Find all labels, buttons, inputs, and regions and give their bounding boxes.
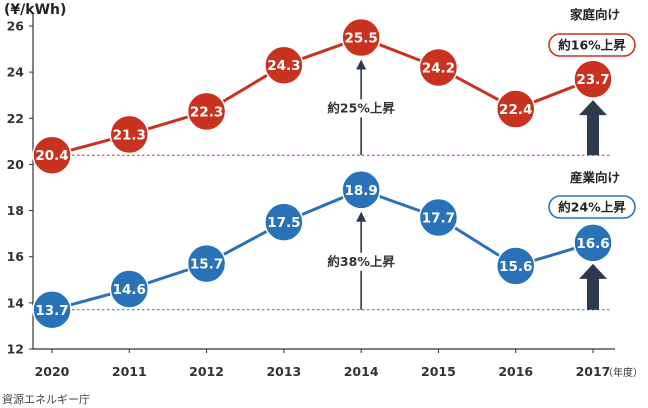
rise-annotation-bg bbox=[323, 99, 400, 118]
household-point bbox=[418, 47, 459, 88]
household-point bbox=[264, 45, 304, 85]
industry-rise-annotation: 約38%上昇 bbox=[327, 254, 395, 269]
household-value-label: 24.2 bbox=[422, 61, 455, 77]
household-point bbox=[573, 59, 613, 99]
household-value-label: 22.3 bbox=[190, 104, 223, 120]
industry-point bbox=[418, 197, 459, 238]
y-tick-label: 18 bbox=[7, 203, 24, 218]
year-unit-label: （年度） bbox=[603, 366, 643, 379]
household-point bbox=[109, 114, 150, 155]
household-value-label: 21.3 bbox=[113, 127, 146, 143]
industry-value-label: 17.7 bbox=[422, 210, 455, 226]
industry-point bbox=[341, 170, 381, 210]
household-value-label: 20.4 bbox=[35, 148, 68, 164]
rise-annotation-bg bbox=[323, 252, 400, 271]
x-tick-label: 2011 bbox=[112, 364, 147, 379]
household-value-label: 25.5 bbox=[344, 31, 377, 47]
x-tick-label: 2017 bbox=[576, 364, 611, 379]
big-arrow-head bbox=[579, 263, 607, 279]
y-tick-label: 16 bbox=[7, 249, 25, 264]
household-increase-arrow bbox=[579, 100, 607, 156]
household-point bbox=[32, 135, 72, 175]
household-value-label: 23.7 bbox=[576, 72, 609, 88]
industry-point bbox=[32, 290, 72, 330]
axes: 12 14 16 18 20 22 24 26 2020 2011 2012 2013 2014 2015… bbox=[7, 14, 615, 379]
industry-badge-text: 約24%上昇 bbox=[558, 200, 626, 215]
industry-point bbox=[495, 246, 536, 286]
industry-point bbox=[186, 243, 227, 284]
y-tick-label: 12 bbox=[7, 342, 24, 357]
source-label: 資源エネルギー庁 bbox=[2, 392, 90, 406]
household-rise-annotation: 約25%上昇 bbox=[327, 100, 395, 115]
industry-point bbox=[109, 269, 150, 309]
x-tick-label: 2020 bbox=[35, 364, 70, 379]
industry-value-label: 15.6 bbox=[499, 259, 532, 275]
industry-value-label: 17.5 bbox=[267, 215, 300, 231]
household-badge bbox=[548, 33, 636, 57]
industry-value-label: 14.6 bbox=[113, 282, 146, 298]
industry-value-label: 16.6 bbox=[576, 236, 609, 252]
household-value-label: 24.3 bbox=[267, 58, 300, 74]
household-point bbox=[495, 89, 536, 129]
household-series-name: 家庭向け bbox=[570, 7, 620, 22]
industry-badge bbox=[548, 195, 636, 219]
household-value-label: 22.4 bbox=[499, 102, 532, 118]
baselines bbox=[52, 154, 612, 311]
industry-increase-arrow bbox=[579, 263, 607, 310]
industry-value-label: 18.9 bbox=[344, 183, 377, 199]
household-badge-text: 約16%上昇 bbox=[558, 38, 626, 53]
arrow-head bbox=[356, 59, 367, 70]
y-tick-label: 22 bbox=[7, 111, 24, 126]
series-layer: 20.4 21.3 22.3 24.3 25.5 24.2 22.4 23.7 13.7 14.6… bbox=[32, 17, 613, 330]
x-tick-label: 2016 bbox=[498, 364, 533, 379]
industry-series-name: 産業向け bbox=[570, 170, 620, 185]
y-tick-label: 24 bbox=[7, 65, 25, 80]
household-point bbox=[186, 91, 227, 132]
x-tick-label: 2015 bbox=[421, 364, 456, 379]
arrow-head bbox=[356, 211, 367, 222]
x-tick-label: 2013 bbox=[266, 364, 301, 379]
y-tick-label: 26 bbox=[7, 19, 25, 34]
big-arrow-body bbox=[587, 114, 599, 156]
big-arrow-body bbox=[587, 277, 599, 310]
big-arrow-head bbox=[579, 100, 607, 116]
industry-rise-arrow: 約38%上昇 bbox=[323, 211, 400, 310]
industry-point bbox=[264, 202, 304, 242]
household-rise-arrow: 約25%上昇 bbox=[323, 59, 400, 156]
industry-value-label: 13.7 bbox=[35, 303, 68, 319]
household-point bbox=[341, 17, 381, 58]
y-tick-label: 14 bbox=[7, 295, 25, 310]
industry-value-label: 15.7 bbox=[190, 257, 223, 273]
x-tick-label: 2012 bbox=[189, 364, 224, 379]
industry-point bbox=[573, 223, 613, 263]
y-axis-unit: (¥/kWh) bbox=[4, 2, 66, 18]
x-tick-label: 2014 bbox=[344, 364, 379, 379]
y-tick-label: 20 bbox=[7, 157, 25, 172]
